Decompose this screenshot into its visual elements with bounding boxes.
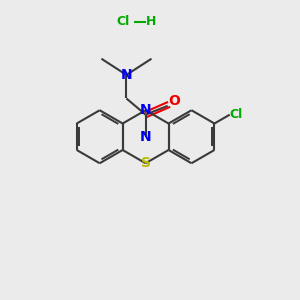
Text: N: N xyxy=(121,68,132,82)
Text: N: N xyxy=(140,130,152,144)
Text: H: H xyxy=(146,15,157,28)
Text: Cl: Cl xyxy=(230,108,243,121)
Text: N: N xyxy=(140,103,152,117)
Text: O: O xyxy=(169,94,180,108)
Text: S: S xyxy=(141,156,151,170)
Text: Cl: Cl xyxy=(117,15,130,28)
